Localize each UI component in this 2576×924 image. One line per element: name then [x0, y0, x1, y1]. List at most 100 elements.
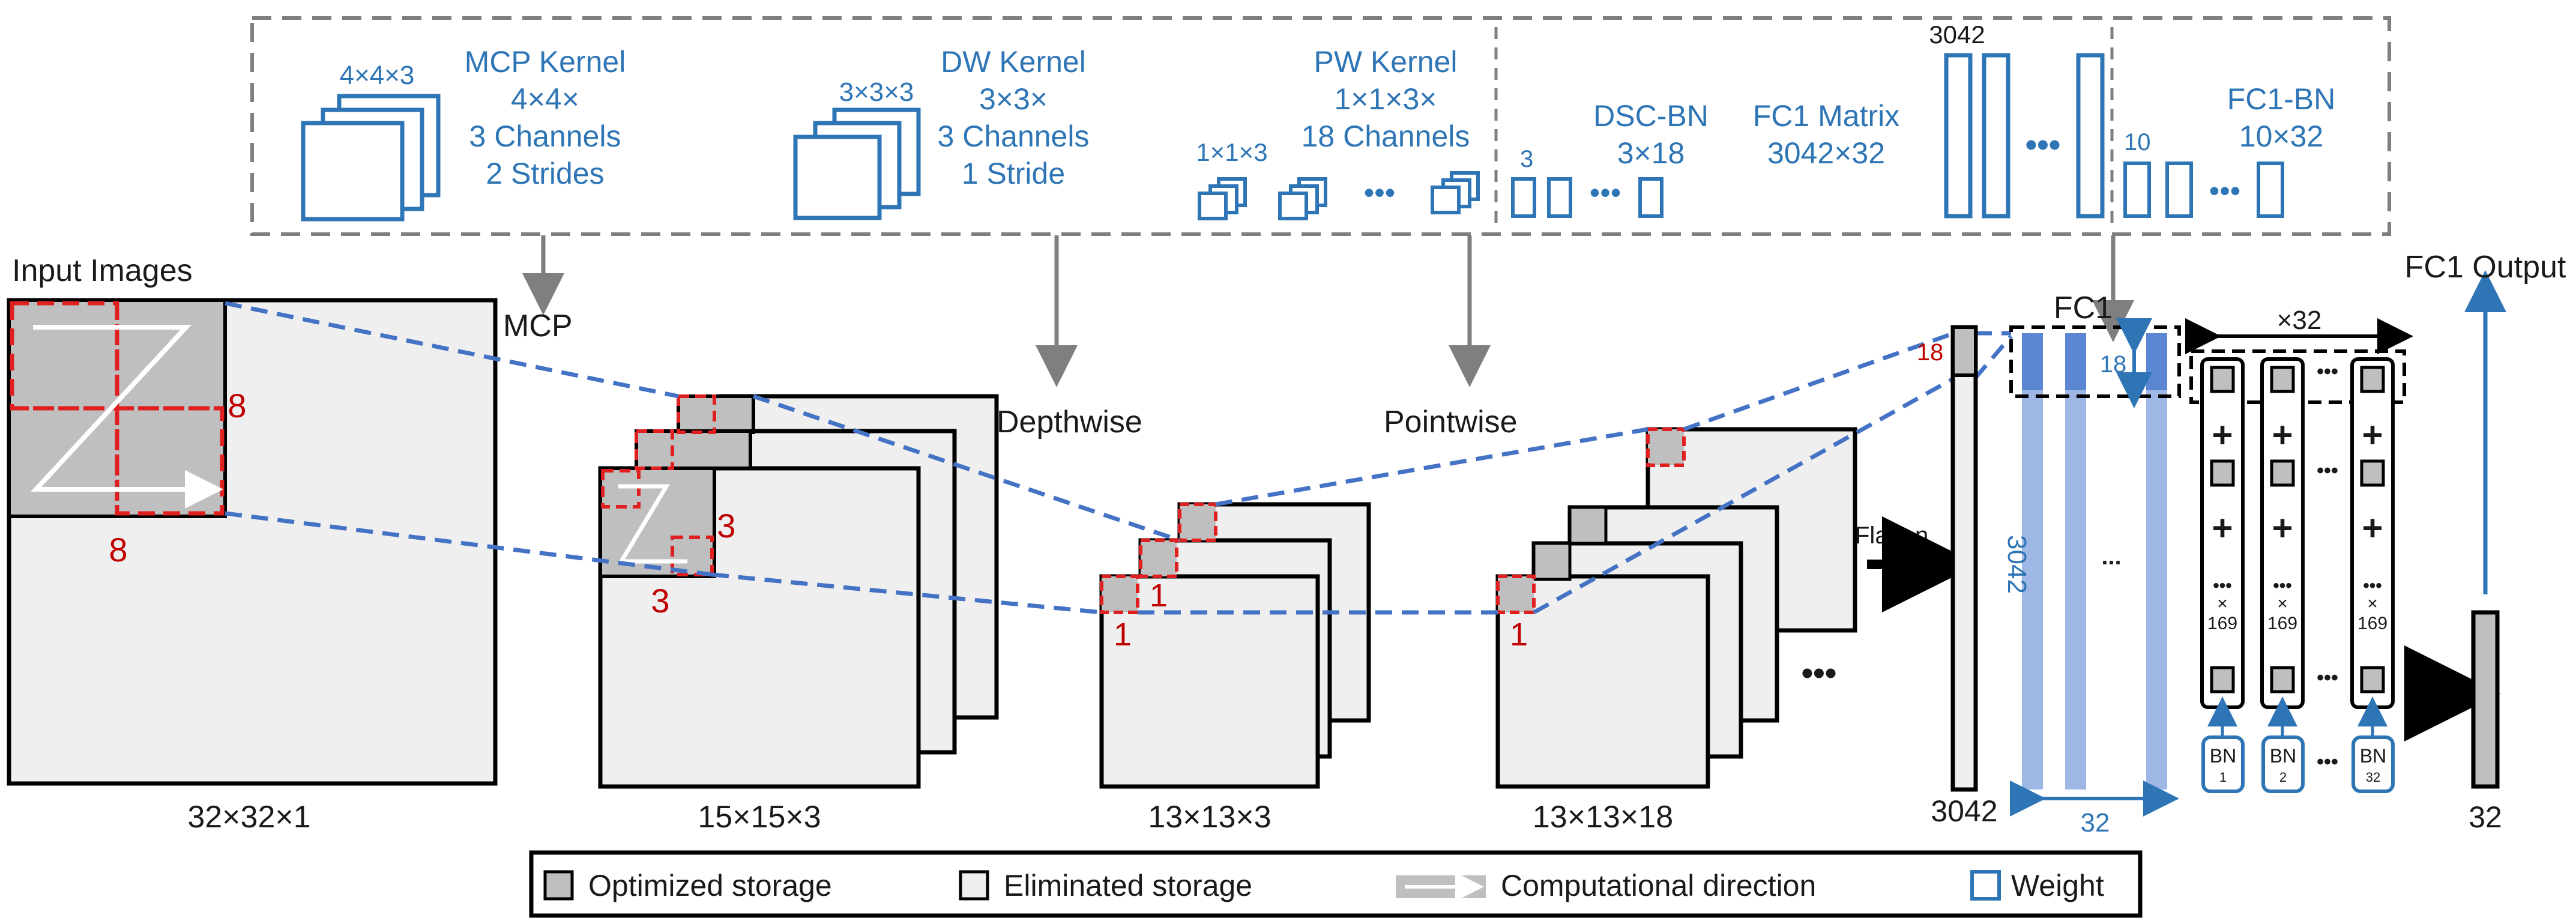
acc-plus-3: +: [2272, 415, 2293, 455]
mcp-kernel-layer-1: [301, 121, 405, 222]
acc-times-1: ×: [2217, 594, 2228, 614]
mcp-scan-direction-arrow: [617, 484, 687, 564]
fc1-rows-label: 3042: [2002, 535, 2032, 594]
fc1-stage: FC1 18 3042 ... 32: [2002, 291, 2181, 838]
acc-count-1: 169: [2207, 614, 2237, 633]
flatten-stage: Flatten 18 3042: [1855, 325, 1998, 828]
pw-kernel-stack-2: [1278, 177, 1327, 220]
fc1-active-1: [2022, 333, 2043, 390]
acc-count-2: 169: [2267, 614, 2297, 633]
dw-pixel-2: [1139, 539, 1178, 578]
pw-kernel-stack-1: [1198, 177, 1247, 220]
dscbn-vectors: [1511, 177, 1664, 218]
flatten-active-segment: [1951, 325, 1977, 377]
fc1-matrix-height-label: 3042: [1929, 20, 1985, 49]
dw-kernel-size: 3×3×3: [839, 77, 914, 107]
output-stage: FC1 Output 32: [2404, 250, 2566, 834]
mcp-buffer-2: [635, 429, 752, 470]
projection-lines: [225, 301, 2013, 615]
acc-cols-ellipsis-3: •••: [2317, 666, 2338, 689]
pw-kernel-dims: 1×1×3×: [1334, 82, 1437, 116]
bn-box-1-label: BN: [2210, 745, 2236, 767]
pw-output-stage: 1 ••• 13×13×18: [1495, 427, 1857, 835]
legend-optimized-swatch: [543, 870, 574, 901]
fc1-column-1: [2022, 333, 2043, 790]
legend-direction-label: Computational direction: [1501, 869, 1816, 902]
bn-box-2: BN 2: [2261, 735, 2305, 793]
accumulator-stage: ×32 + + ••• × 169 + + ••• × 169: [2185, 306, 2413, 793]
mcp-dims-label: 15×15×3: [698, 800, 821, 835]
fc1-active-window: [2009, 325, 2181, 398]
dw-kernel-channels: 3 Channels: [938, 119, 1090, 153]
flatten-vector: [1950, 325, 1978, 792]
pointwise-op-label: Pointwise: [1384, 405, 1518, 439]
dw-output-stage: 1 1 13×13×3 Pointwise: [1099, 405, 1518, 835]
dscbn-title: DSC-BN: [1593, 99, 1709, 133]
legend-weight-label: Weight: [2011, 869, 2104, 902]
mcp-window-width: 3: [651, 582, 669, 620]
input-kernel-windows: [10, 301, 225, 516]
bn-ellipsis: •••: [2317, 750, 2338, 773]
legend: Optimized storage Eliminated storage Com…: [529, 850, 2143, 918]
fc1-group-label: 18: [2100, 351, 2127, 378]
mcp-kernel-strides: 2 Strides: [486, 157, 604, 190]
bn-arrows: [2207, 696, 2387, 737]
legend-eliminated-swatch: [959, 870, 989, 901]
pw-kernel-stack-3: [1431, 171, 1480, 214]
acc-column-2: + + ••• × 169: [2260, 357, 2305, 709]
input-image-stage: Input Images 8 8 32×32×1 MCP: [7, 253, 573, 835]
acc-width-label: ×32: [2277, 306, 2322, 335]
input-dims-label: 32×32×1: [187, 800, 310, 835]
fc1-active-2: [2065, 333, 2086, 390]
acc-column-32: + + ••• × 169: [2350, 357, 2395, 709]
fc1bn-count: 10: [2124, 129, 2151, 156]
pw-kernel-size: 1×1×3: [1196, 138, 1267, 166]
acc-plus-2: +: [2212, 508, 2233, 548]
acc-times-3: ×: [2367, 594, 2378, 614]
weight-panel: 4×4×3 MCP Kernel 4×4× 3 Channels 2 Strid…: [250, 16, 2391, 236]
flatten-length-label: 3042: [1931, 794, 1997, 828]
output-vector: [2471, 610, 2500, 789]
acc-plus-1: +: [2212, 415, 2233, 455]
fc1-columns-ellipsis: ...: [2101, 543, 2121, 570]
acc-cols-ellipsis-1: •••: [2317, 360, 2338, 383]
bn-box-1-index: 1: [2219, 770, 2227, 785]
pw-pixel-1: [1496, 575, 1536, 614]
input-window-width: 8: [109, 531, 127, 569]
mcp-output-stage: 3 3 Depthwise 15×15×3: [598, 394, 1142, 835]
bn-box-32-label: BN: [2360, 745, 2386, 767]
acc-times-2: ×: [2277, 594, 2288, 614]
acc-plus-6: +: [2362, 508, 2383, 548]
mcp-kernel-size: 4×4×3: [340, 61, 415, 90]
fc1-matrix-title: FC1 Matrix: [1753, 99, 1899, 133]
dscbn-dims: 3×18: [1617, 136, 1685, 170]
dw-kernel-layer-1: [793, 134, 882, 220]
pw-kernel-ellipsis: •••: [1364, 176, 1396, 210]
pw-kernel-channels: 18 Channels: [1302, 119, 1470, 153]
fc1-active-32: [2146, 333, 2167, 390]
input-window-height: 8: [228, 387, 246, 424]
legend-optimized-label: Optimized storage: [588, 869, 832, 902]
bn-box-32-index: 32: [2366, 770, 2380, 785]
fc1-matrix-columns: [1944, 53, 2105, 219]
fc1-matrix-dims: 3042×32: [1767, 136, 1885, 170]
flatten-segment-label: 18: [1917, 339, 1944, 366]
mcp-window-height: 3: [717, 507, 735, 545]
kernel-arrows: [522, 235, 2134, 387]
dscbn-count: 3: [1520, 146, 1533, 172]
input-images-title: Input Images: [12, 253, 193, 288]
acc-count-3: 169: [2357, 614, 2387, 633]
dw-kernel-dims: 3×3×: [979, 82, 1048, 116]
dw-pixel-label-a: 1: [1150, 578, 1168, 614]
output-length-label: 32: [2469, 800, 2502, 834]
dw-kernel-group: [793, 107, 921, 220]
mcp-kernel-windows: [601, 394, 716, 576]
fc1-title: FC1: [2054, 291, 2113, 325]
mcp-op-label: MCP: [503, 309, 573, 343]
mcp-kernel-dims: 4×4×: [511, 82, 579, 116]
pw-pixel-3: [1568, 506, 1608, 545]
bn-box-32: BN 32: [2351, 735, 2395, 793]
fc1-column-32: [2146, 333, 2167, 790]
mcp-kernel-channels: 3 Channels: [469, 119, 621, 153]
